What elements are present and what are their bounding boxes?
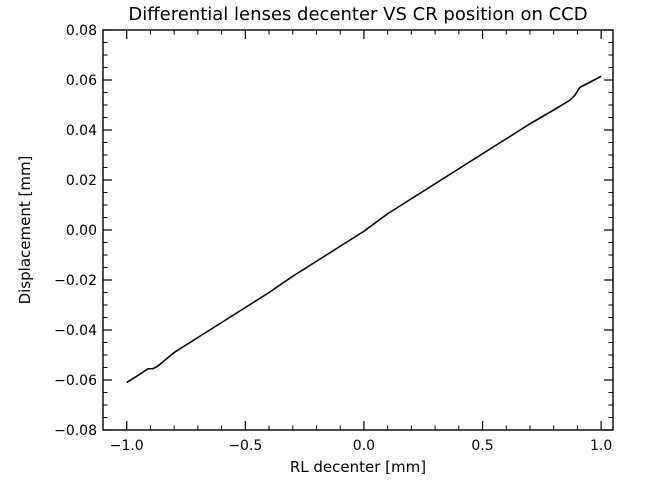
y-tick-label: −0.08 <box>54 423 97 439</box>
y-tick-label: −0.02 <box>54 273 97 289</box>
plot-frame <box>102 29 614 431</box>
x-tick-label: 0.0 <box>353 438 375 454</box>
series-layer <box>126 75 602 384</box>
x-axis-label: RL decenter [mm] <box>290 458 426 476</box>
x-tick-label: 0.5 <box>471 438 493 454</box>
chart-title: Differential lenses decenter VS CR posit… <box>128 4 587 25</box>
y-tick-label: 0.06 <box>66 73 97 89</box>
y-tick-label: 0.08 <box>66 23 97 39</box>
y-tick-label: 0.02 <box>66 173 97 189</box>
x-tick-label: −1.0 <box>110 438 144 454</box>
x-tick-label: 1.0 <box>590 438 612 454</box>
y-axis-label: Displacement [mm] <box>16 156 34 305</box>
y-tick-label: 0.04 <box>66 123 97 139</box>
series-line <box>126 75 602 384</box>
y-tick-label: 0.00 <box>66 223 97 239</box>
y-tick-label: −0.04 <box>54 323 97 339</box>
y-tick-label: −0.06 <box>54 373 97 389</box>
x-tick-label: −0.5 <box>228 438 262 454</box>
ticks-layer: −1.0 −0.5 0.0 0.5 1.0 −0.08 −0.06 −0.04 −0.02 0.0… <box>54 23 613 454</box>
